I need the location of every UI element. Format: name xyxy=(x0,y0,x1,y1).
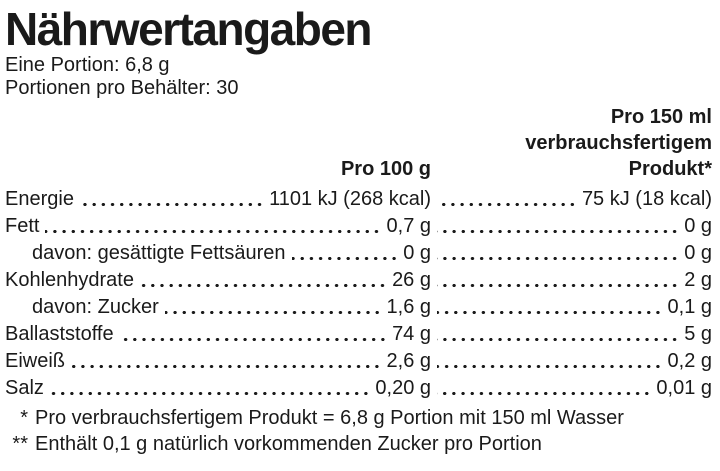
per-100g-value: 1,6 g xyxy=(386,296,431,318)
per-150ml-value: 0,01 g xyxy=(656,377,712,399)
table-row-zucker: davon: Zucker 1,6 g 0,1 g xyxy=(5,294,712,321)
dot-leader xyxy=(437,310,663,315)
nutrient-label: Fett xyxy=(5,215,40,237)
per-150ml-value: 75 kJ (18 kcal) xyxy=(581,188,712,210)
nutrient-label: Ballaststoffe xyxy=(5,323,114,345)
per-150ml-value: 2 g xyxy=(684,269,712,291)
per-100g-value: 1101 kJ (268 kcal) xyxy=(269,188,431,210)
dot-leader xyxy=(437,364,663,369)
per-100g-value: 2,6 g xyxy=(386,350,431,372)
footnote-marker: ** xyxy=(12,433,28,455)
per-100g-value: 74 g xyxy=(392,323,431,345)
per-150ml-header-line2: verbrauchsfertigem xyxy=(525,132,712,154)
per-150ml-value: 5 g xyxy=(684,323,712,345)
per-150ml-header-line3: Produkt* xyxy=(628,158,712,180)
per-100g-value: 26 g xyxy=(392,269,431,291)
footnote-marker: * xyxy=(20,407,28,429)
dot-leader xyxy=(437,391,652,396)
per-100g-header: Pro 100 g xyxy=(340,158,431,180)
per-150ml-header-line1: Pro 150 ml xyxy=(610,106,712,128)
dot-leader xyxy=(71,364,382,369)
dot-leader xyxy=(437,337,680,342)
per-150ml-value: 0,1 g xyxy=(667,296,712,318)
table-row-energie: Energie 1101 kJ (268 kcal) 75 kJ (18 kca… xyxy=(5,186,712,213)
nutrient-label: davon: Zucker xyxy=(32,296,159,318)
serving-size: Eine Portion: 6,8 g xyxy=(5,54,170,76)
nutrient-table: Energie 1101 kJ (268 kcal) 75 kJ (18 kca… xyxy=(5,186,712,402)
per-100g-value: 0,7 g xyxy=(386,215,431,237)
table-row-salz: Salz 0,20 g 0,01 g xyxy=(5,375,712,402)
footnote-natural-sugar: ** Enthält 0,1 g natürlich vorkommenden … xyxy=(5,431,712,457)
table-row-eiweiss: Eiweiß 2,6 g 0,2 g xyxy=(5,348,712,375)
dot-leader xyxy=(119,337,388,342)
dot-leader xyxy=(437,229,680,234)
nutrient-label: Energie xyxy=(5,188,74,210)
dot-leader xyxy=(437,256,680,261)
dot-leader xyxy=(291,256,399,261)
column-headers: Pro 100 g Pro 150 ml verbrauchsfertigem … xyxy=(5,103,712,182)
per-150ml-value: 0,2 g xyxy=(667,350,712,372)
dot-leader xyxy=(49,391,371,396)
table-row-ballaststoffe: Ballaststoffe 74 g 5 g xyxy=(5,321,712,348)
footnote-text: Pro verbrauchsfertigem Produkt = 6,8 g P… xyxy=(35,407,624,429)
footnote-text: Enthält 0,1 g natürlich vorkommenden Zuc… xyxy=(35,433,542,455)
per-100g-value: 0 g xyxy=(403,242,431,264)
nutrient-label: Kohlenhydrate xyxy=(5,269,134,291)
dot-leader xyxy=(437,283,680,288)
per-100g-value: 0,20 g xyxy=(375,377,431,399)
nutrient-label: Salz xyxy=(5,377,44,399)
per-150ml-value: 0 g xyxy=(684,242,712,264)
servings-per-container: Portionen pro Behälter: 30 xyxy=(5,77,239,99)
dot-leader xyxy=(45,229,382,234)
dot-leader xyxy=(139,283,388,288)
table-row-kohlenhydrate: Kohlenhydrate 26 g 2 g xyxy=(5,267,712,294)
footnotes: * Pro verbrauchsfertigem Produkt = 6,8 g… xyxy=(5,405,712,457)
nutrient-label: davon: gesättigte Fettsäuren xyxy=(32,242,286,264)
dot-leader xyxy=(164,310,382,315)
per-150ml-value: 0 g xyxy=(684,215,712,237)
per-150ml-header: Pro 150 ml verbrauchsfertigem Produkt* xyxy=(431,104,712,182)
table-row-gesaettigte-fettsaeuren: davon: gesättigte Fettsäuren 0 g 0 g xyxy=(5,240,712,267)
table-row-fett: Fett 0,7 g 0 g xyxy=(5,213,712,240)
nutrient-label: Eiweiß xyxy=(5,350,66,372)
dot-leader xyxy=(79,202,265,207)
dot-leader xyxy=(437,202,577,207)
label-title: Nährwertangaben xyxy=(5,3,373,55)
footnote-reconstitution: * Pro verbrauchsfertigem Produkt = 6,8 g… xyxy=(5,405,712,431)
